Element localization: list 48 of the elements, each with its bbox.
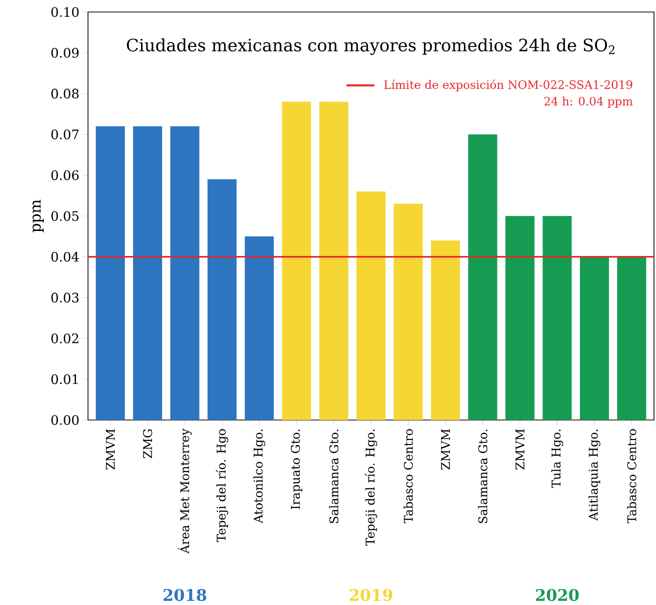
x-tick-label: Irapuato Gto.	[290, 430, 302, 510]
x-tick-label: Tula Hgo.	[551, 430, 564, 488]
y-tick-label: 0.07	[51, 129, 79, 140]
bar	[505, 216, 534, 420]
x-tick-label: Tabasco Centro	[404, 429, 413, 524]
x-tick-label: Área Met Monterrey	[178, 428, 192, 554]
y-axis-title: ppm	[32, 200, 44, 232]
x-tick-label: ZMVM	[106, 429, 115, 470]
bar	[394, 204, 423, 420]
x-tick-label: Atotonilco Hgo.	[253, 430, 266, 524]
bar	[319, 102, 348, 420]
annotation: 24 h: 0.04 ppm	[544, 96, 633, 108]
x-tick-label: Tepeji del río. Hgo	[216, 429, 228, 542]
bar	[468, 134, 498, 420]
x-tick-label: Atitlaquia Hgo.	[588, 430, 600, 521]
y-tick-label: 0.06	[51, 170, 79, 180]
legend-label: Límite de exposición NOM-022-SSA1-2019	[384, 80, 632, 92]
bar	[356, 192, 386, 420]
y-tick-label: 0.00	[51, 415, 79, 425]
bar	[244, 236, 274, 420]
x-tick-label: ZMG	[143, 429, 152, 458]
bar	[430, 240, 460, 420]
bar	[96, 126, 125, 420]
bar	[542, 216, 572, 420]
bar	[170, 126, 200, 420]
bar	[133, 126, 162, 420]
y-tick-label: 0.09	[51, 48, 79, 58]
y-tick-label: 0.02	[51, 333, 78, 344]
x-tick-label: Tepeji del río. Hgo.	[364, 430, 378, 546]
y-tick-label: 0.04	[51, 252, 79, 262]
x-tick-label: ZMVM	[441, 429, 450, 470]
y-tick-label: 0.01	[51, 374, 78, 384]
x-tick-label: ZMVM	[516, 429, 524, 470]
bar	[580, 256, 609, 420]
bar	[282, 102, 312, 420]
x-tick-label: Tabasco Centro	[627, 429, 636, 524]
bar	[208, 179, 237, 420]
text: 2019	[350, 588, 392, 602]
y-tick-label: 0.08	[51, 88, 79, 99]
y-tick-label: 0.10	[51, 7, 79, 17]
y-tick-label: 0.05	[51, 211, 78, 221]
text: Ciudades mexicanas con mayores promedios 24h de SO$_{2}$	[126, 38, 614, 56]
x-tick-label: Salamanca Gto.	[478, 430, 488, 524]
x-tick-label: Salamanca Gto.	[329, 430, 338, 524]
y-tick-label: 0.03	[51, 292, 79, 303]
text: 2020	[536, 588, 579, 602]
bar	[617, 256, 646, 420]
text: 2018	[164, 588, 206, 602]
